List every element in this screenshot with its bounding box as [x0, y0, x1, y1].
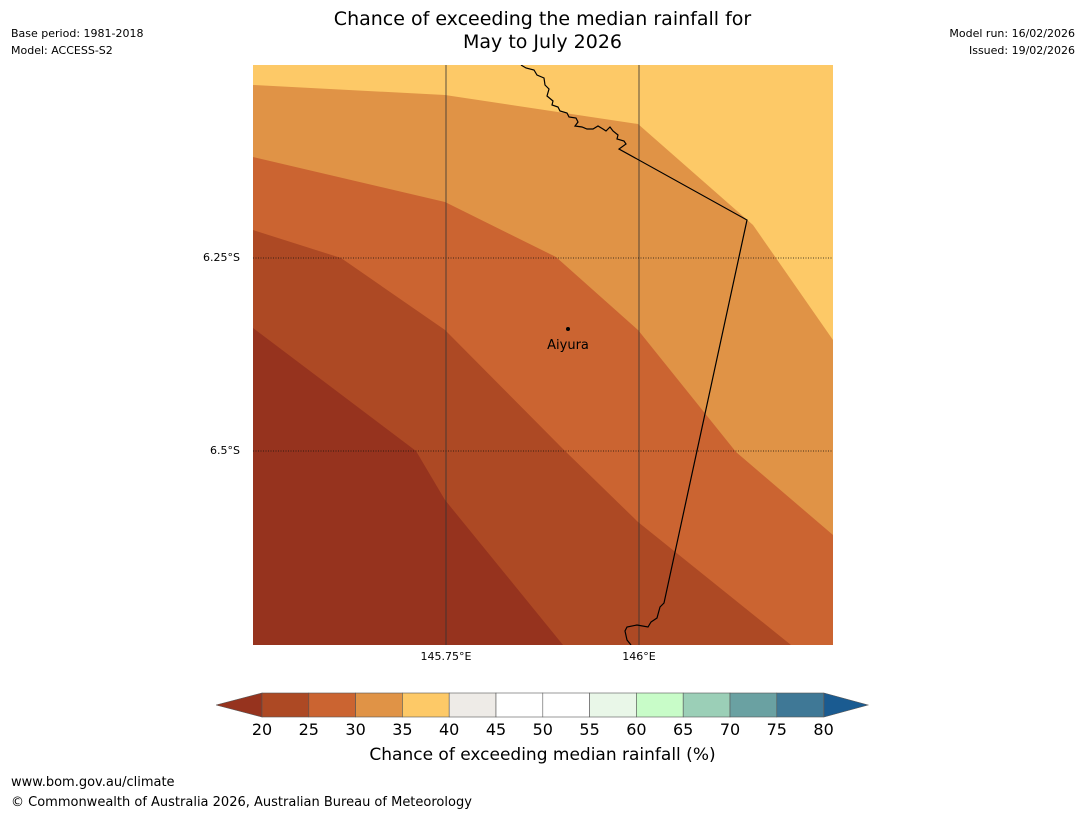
- colorbar-under-arrow: [216, 692, 263, 718]
- issued-text: Issued: 19/02/2026: [968, 44, 1075, 57]
- model-text: Model: ACCESS-S2: [11, 44, 113, 57]
- colorbar-tick-45: 45: [485, 720, 507, 739]
- aiyura-label: Aiyura: [547, 338, 589, 353]
- colorbar-tick-80: 80: [813, 720, 834, 739]
- aiyura-marker: [566, 327, 570, 331]
- colorbar-tick-75: 75: [766, 720, 787, 739]
- colorbar-box-55-60: [589, 692, 637, 718]
- colorbar-tick-55: 55: [579, 720, 600, 739]
- colorbar-tick-30: 30: [345, 720, 366, 739]
- colorbar-box-60-65: [636, 692, 684, 718]
- colorbar-tick-70: 70: [719, 720, 741, 739]
- base-period-text: Base period: 1981-2018: [11, 27, 144, 40]
- colorbar-tick-40: 40: [439, 720, 460, 739]
- colorbar-tick-25: 25: [298, 720, 319, 739]
- lat-label-6-5: 6.5°S: [210, 444, 240, 457]
- lat-label-6-25: 6.25°S: [203, 251, 240, 264]
- colorbar-box-20-25: [261, 692, 310, 718]
- model-run-text: Model run: 16/02/2026: [949, 27, 1075, 40]
- title-line-2: May to July 2026: [463, 31, 622, 53]
- title-line-1: Chance of exceeding the median rainfall …: [333, 8, 752, 30]
- header-right: Model run: 16/02/2026 Issued: 19/02/2026: [949, 25, 1075, 59]
- colorbar-tick-50: 50: [532, 720, 553, 739]
- header-left: Base period: 1981-2018 Model: ACCESS-S2: [11, 25, 143, 59]
- colorbar-box-45-50: [495, 692, 544, 718]
- colorbar-boxes: [261, 692, 824, 718]
- colorbar-box-35-40: [402, 692, 450, 718]
- colorbar-tick-20: 20: [251, 720, 273, 739]
- colorbar-over-arrow: [823, 692, 870, 718]
- lon-label-146: 146°E: [622, 650, 656, 663]
- zone-below-20: [253, 328, 563, 645]
- colorbar-box-25-30: [308, 692, 356, 718]
- province-boundary: [520, 65, 748, 645]
- colorbar: [216, 692, 870, 718]
- colorbar-box-75-80: [776, 692, 824, 718]
- colorbar-tick-35: 35: [392, 720, 413, 739]
- footer-copyright: © Commonwealth of Australia 2026, Austra…: [11, 795, 472, 810]
- colorbar-box-50-55: [542, 692, 590, 718]
- colorbar-label: Chance of exceeding median rainfall (%): [369, 745, 716, 765]
- rainfall-map: Aiyura: [253, 65, 833, 645]
- colorbar-box-65-70: [682, 692, 731, 718]
- colorbar-tick-60: 60: [626, 720, 647, 739]
- colorbar-tick-65: 65: [673, 720, 694, 739]
- colorbar-box-30-35: [355, 692, 403, 718]
- map-title: Chance of exceeding the median rainfall …: [0, 8, 1085, 54]
- lon-label-145-75: 145.75°E: [420, 650, 472, 663]
- colorbar-box-70-75: [729, 692, 778, 718]
- colorbar-box-40-45: [448, 692, 497, 718]
- footer-url: www.bom.gov.au/climate: [11, 775, 175, 790]
